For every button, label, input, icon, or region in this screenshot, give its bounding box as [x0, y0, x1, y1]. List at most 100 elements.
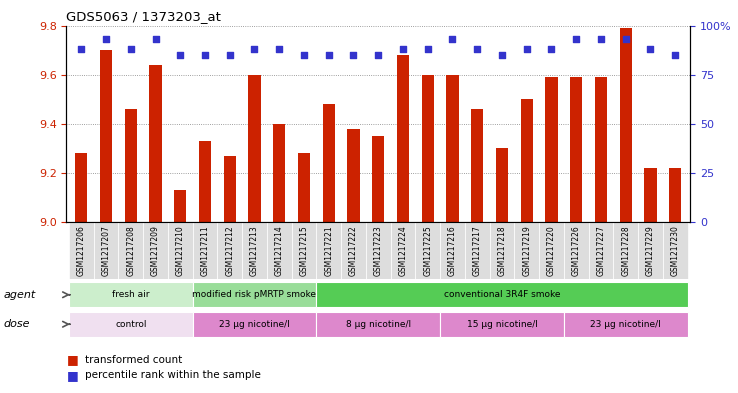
- Point: [75, 46, 87, 52]
- Point: [224, 52, 235, 58]
- Point: [323, 52, 334, 58]
- Bar: [69, 222, 94, 279]
- Point: [422, 46, 434, 52]
- Text: GSM1217219: GSM1217219: [523, 225, 531, 275]
- Text: 23 μg nicotine/l: 23 μg nicotine/l: [590, 320, 661, 329]
- Text: GSM1217222: GSM1217222: [349, 225, 358, 275]
- Text: GSM1217210: GSM1217210: [176, 225, 184, 275]
- Point: [348, 52, 359, 58]
- Bar: [619, 28, 632, 222]
- Bar: [149, 65, 162, 222]
- Bar: [390, 222, 415, 279]
- Bar: [440, 312, 564, 336]
- Point: [273, 46, 285, 52]
- Point: [100, 36, 112, 42]
- Bar: [397, 55, 409, 222]
- Text: conventional 3R4F smoke: conventional 3R4F smoke: [444, 290, 560, 299]
- Point: [249, 46, 261, 52]
- Text: ■: ■: [66, 353, 78, 366]
- Point: [496, 52, 508, 58]
- Point: [570, 36, 582, 42]
- Text: GSM1217223: GSM1217223: [373, 225, 383, 275]
- Text: ■: ■: [66, 369, 78, 382]
- Bar: [94, 222, 118, 279]
- Bar: [589, 222, 613, 279]
- Bar: [564, 312, 688, 336]
- Bar: [317, 282, 688, 307]
- Text: 23 μg nicotine/l: 23 μg nicotine/l: [219, 320, 290, 329]
- Text: GSM1217209: GSM1217209: [151, 225, 160, 276]
- Point: [125, 46, 137, 52]
- Bar: [273, 124, 286, 222]
- Text: fresh air: fresh air: [112, 290, 150, 299]
- Text: GSM1217217: GSM1217217: [473, 225, 482, 275]
- Text: GSM1217206: GSM1217206: [77, 225, 86, 276]
- Point: [620, 36, 632, 42]
- Point: [174, 52, 186, 58]
- Text: GSM1217226: GSM1217226: [572, 225, 581, 275]
- Bar: [100, 50, 112, 222]
- Text: GSM1217211: GSM1217211: [201, 225, 210, 275]
- Point: [373, 52, 384, 58]
- Bar: [242, 222, 267, 279]
- Point: [521, 46, 533, 52]
- Point: [595, 36, 607, 42]
- Bar: [317, 312, 440, 336]
- Bar: [292, 222, 317, 279]
- Bar: [496, 148, 508, 222]
- Point: [199, 52, 211, 58]
- Bar: [595, 77, 607, 222]
- Bar: [421, 75, 434, 222]
- Bar: [471, 109, 483, 222]
- Bar: [446, 75, 458, 222]
- Text: GSM1217221: GSM1217221: [324, 225, 334, 275]
- Bar: [570, 77, 582, 222]
- Bar: [323, 104, 335, 222]
- Text: GSM1217216: GSM1217216: [448, 225, 457, 275]
- Bar: [489, 222, 514, 279]
- Bar: [545, 77, 558, 222]
- Bar: [366, 222, 390, 279]
- Text: transformed count: transformed count: [85, 354, 182, 365]
- Text: agent: agent: [4, 290, 36, 300]
- Bar: [669, 168, 681, 222]
- Bar: [168, 222, 193, 279]
- Bar: [218, 222, 242, 279]
- Bar: [341, 222, 366, 279]
- Bar: [644, 168, 657, 222]
- Bar: [143, 222, 168, 279]
- Bar: [174, 190, 187, 222]
- Point: [446, 36, 458, 42]
- Bar: [520, 99, 533, 222]
- Bar: [118, 222, 143, 279]
- Bar: [298, 153, 310, 222]
- Bar: [440, 222, 465, 279]
- Text: GSM1217212: GSM1217212: [225, 225, 234, 275]
- Text: GSM1217228: GSM1217228: [621, 225, 630, 275]
- Text: GSM1217213: GSM1217213: [250, 225, 259, 275]
- Text: GSM1217207: GSM1217207: [102, 225, 111, 276]
- Bar: [224, 156, 236, 222]
- Text: 15 μg nicotine/l: 15 μg nicotine/l: [466, 320, 537, 329]
- Bar: [199, 141, 211, 222]
- Text: 8 μg nicotine/l: 8 μg nicotine/l: [345, 320, 411, 329]
- Bar: [372, 136, 384, 222]
- Bar: [267, 222, 292, 279]
- Text: GSM1217227: GSM1217227: [596, 225, 605, 275]
- Bar: [69, 282, 193, 307]
- Bar: [69, 312, 193, 336]
- Text: GSM1217224: GSM1217224: [399, 225, 407, 275]
- Bar: [248, 75, 261, 222]
- Point: [472, 46, 483, 52]
- Text: modified risk pMRTP smoke: modified risk pMRTP smoke: [193, 290, 317, 299]
- Point: [669, 52, 681, 58]
- Bar: [317, 222, 341, 279]
- Bar: [125, 109, 137, 222]
- Bar: [193, 282, 317, 307]
- Bar: [564, 222, 589, 279]
- Text: control: control: [115, 320, 147, 329]
- Point: [150, 36, 162, 42]
- Point: [644, 46, 656, 52]
- Bar: [193, 222, 218, 279]
- Bar: [613, 222, 638, 279]
